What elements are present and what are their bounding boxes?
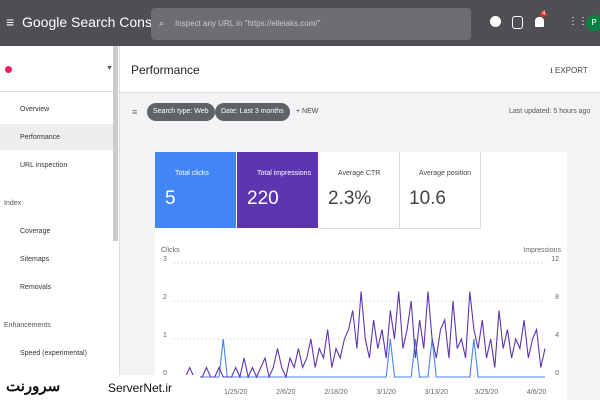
y-tick-label: 0	[163, 370, 167, 377]
y-axis-label: Clicks	[161, 247, 180, 254]
export-button[interactable]: ⭳ EXPORT	[550, 66, 588, 75]
scrollbar[interactable]	[113, 46, 118, 241]
metric-value: 2.3%	[328, 188, 372, 209]
y2-tick-label: 12	[551, 256, 559, 263]
apps-icon[interactable]: ⋮⋮	[568, 16, 588, 27]
metric-card[interactable]: Average CTR 2.3%	[318, 152, 400, 229]
app-title: Google Search Console	[22, 14, 171, 30]
y2-tick-label: 0	[555, 370, 559, 377]
filter-chip[interactable]: Date: Last 3 months	[215, 103, 290, 121]
y2-tick-label: 4	[555, 332, 559, 339]
new-label: NEW	[302, 108, 319, 115]
page-header: Performance ⭳ EXPORT	[120, 46, 600, 93]
avatar[interactable]: P	[586, 15, 600, 31]
y-tick-label: 2	[163, 294, 167, 301]
metric-label: Total clicks	[175, 170, 209, 177]
search-placeholder: Inspect any URL in "https://elleiaks.com…	[175, 19, 321, 28]
property-icon[interactable]	[5, 66, 12, 73]
x-tick-label: 2/6/20	[276, 389, 296, 396]
metric-value: 220	[247, 188, 279, 209]
nav-item[interactable]: Overview	[20, 106, 50, 113]
nav-selected-bg	[0, 124, 113, 150]
y2-axis-label: Impressions	[523, 247, 561, 254]
series-line	[173, 338, 545, 378]
filter-chip[interactable]: Search type: Web	[147, 103, 215, 121]
metric-card[interactable]: Total clicks 5	[155, 152, 236, 228]
sidebar: ▼ Overview Performance URL inspection In…	[0, 46, 120, 400]
x-tick-label: 1/25/20	[224, 389, 247, 396]
section-title[interactable]: Enhancements	[4, 322, 51, 329]
metric-label: Total impressions	[257, 170, 312, 177]
y-tick-label: 1	[163, 332, 167, 339]
filter-icon[interactable]: ≡	[132, 107, 138, 117]
series-line	[173, 291, 546, 379]
metric-label: Average CTR	[338, 170, 381, 177]
metric-card[interactable]: Total impressions 220	[237, 152, 318, 228]
new-filter[interactable]: + NEW	[296, 108, 319, 115]
menu-icon[interactable]: ≡	[6, 14, 15, 30]
search-box[interactable]: ⌕ Inspect any URL in "https://elleiaks.c…	[151, 8, 471, 40]
property-dropdown[interactable]: ▼	[106, 65, 113, 72]
top-bar: ≡ Google Search Console ⌕ Inspect any UR…	[0, 0, 600, 46]
section-title[interactable]: Index	[4, 200, 22, 207]
watermark-site: ServerNet.ir	[108, 381, 173, 395]
nav-item[interactable]: URL inspection	[20, 162, 68, 169]
divider	[0, 91, 119, 92]
metric-label: Average position	[419, 170, 472, 177]
x-tick-label: 3/1/20	[376, 389, 396, 396]
metric-card[interactable]: Average position 10.6	[399, 152, 481, 229]
x-tick-label: 2/18/20	[324, 389, 347, 396]
watermark-logo: سرورنت	[6, 378, 61, 395]
nav-item[interactable]: Performance	[20, 134, 61, 141]
x-tick-label: 3/25/20	[475, 389, 498, 396]
nav-item[interactable]: Sitemaps	[20, 256, 50, 263]
performance-chart: Clicks Impressions 0123048121/13/201/25/…	[161, 247, 562, 396]
last-updated: Last updated: 5 hours ago	[509, 108, 591, 115]
help-icon[interactable]	[490, 16, 501, 27]
nav-item[interactable]: Coverage	[20, 228, 51, 235]
metric-value: 5	[165, 188, 176, 209]
metric-value: 10.6	[409, 188, 446, 209]
nav-item[interactable]: Removals	[20, 284, 52, 291]
notification-badge: 4	[540, 11, 548, 17]
users-icon[interactable]	[512, 16, 523, 29]
x-tick-label: 3/13/20	[425, 389, 448, 396]
page-title: Performance	[131, 63, 200, 77]
notifications-icon[interactable]	[535, 17, 544, 27]
export-label: EXPORT	[555, 66, 588, 75]
y-tick-label: 3	[163, 256, 167, 263]
nav-item[interactable]: Speed (experimental)	[20, 350, 87, 357]
search-icon: ⌕	[159, 18, 165, 28]
x-tick-label: 4/6/20	[527, 389, 547, 396]
watermark: سرورنت ServerNet.ir	[0, 375, 200, 400]
y2-tick-label: 8	[555, 294, 559, 301]
